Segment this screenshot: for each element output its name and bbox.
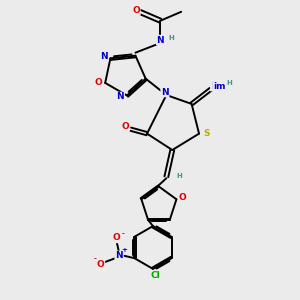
Text: -: - xyxy=(94,256,97,262)
Text: N: N xyxy=(161,88,169,97)
Text: O: O xyxy=(178,193,186,202)
Text: O: O xyxy=(95,78,103,87)
Text: H: H xyxy=(226,80,232,86)
Text: H: H xyxy=(168,35,174,41)
Text: N: N xyxy=(115,251,123,260)
Text: N: N xyxy=(117,92,124,101)
Text: S: S xyxy=(203,129,210,138)
Text: H: H xyxy=(176,173,182,179)
Text: O: O xyxy=(97,260,104,269)
Text: +: + xyxy=(122,247,127,253)
Text: O: O xyxy=(122,122,129,131)
Text: Cl: Cl xyxy=(151,271,160,280)
Text: -: - xyxy=(122,231,124,237)
Text: im: im xyxy=(213,82,226,91)
Text: N: N xyxy=(211,82,218,91)
Text: N: N xyxy=(157,35,164,44)
Text: N: N xyxy=(100,52,108,61)
Text: O: O xyxy=(113,233,121,242)
Text: O: O xyxy=(132,6,140,15)
